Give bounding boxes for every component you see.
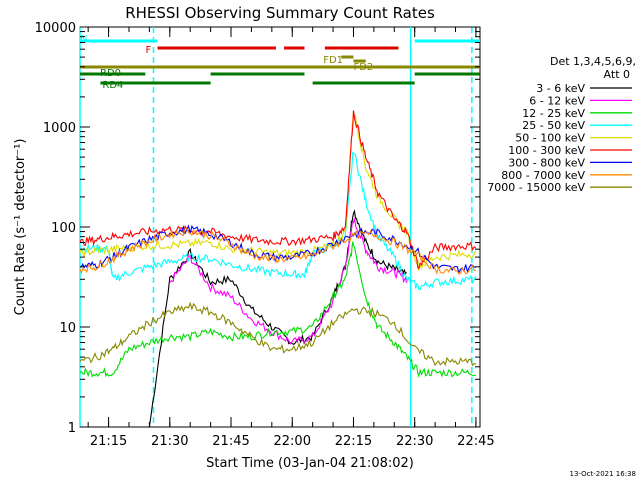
- x-tick-label-5: 22:30: [396, 434, 433, 449]
- y-tick-label-2: 100: [51, 221, 76, 236]
- series-line-1: [169, 218, 408, 345]
- x-tick-label-6: 22:45: [457, 434, 494, 449]
- annotation-label-fd1: FD1: [323, 55, 343, 66]
- plot-frame: [79, 26, 481, 428]
- annotation-label-rd4: RD4: [102, 80, 123, 91]
- series-lines: [79, 110, 477, 428]
- x-tick-label-4: 22:15: [335, 434, 372, 449]
- legend-label-1: 6 - 12 keV: [529, 94, 585, 107]
- legend-label-4: 50 - 100 keV: [515, 132, 585, 145]
- chart-title: RHESSI Observing Summary Count Rates: [125, 4, 435, 22]
- legend-label-5: 100 - 300 keV: [508, 144, 585, 157]
- series-line-2: [79, 241, 477, 379]
- legend-label-2: 12 - 25 keV: [522, 107, 585, 120]
- y-axis-label: Count Rate (s⁻¹ detector⁻¹): [13, 139, 28, 316]
- annotation-bars: NFFD1FD2RD0RD4: [80, 34, 480, 91]
- vertical-markers: [79, 27, 473, 427]
- axes: 21:15 21:30 21:45 22:00 22:15 22:30 22:45 1 10 10…: [35, 21, 495, 449]
- legend-header: Det 1,3,4,5,6,9,: [550, 55, 636, 68]
- annotation-label-n: N: [80, 34, 87, 45]
- legend-label-0: 3 - 6 keV: [536, 82, 585, 95]
- y-tick-label-0: 1: [68, 421, 76, 436]
- y-tick-label-1: 10: [59, 321, 76, 336]
- series-line-3: [79, 151, 477, 291]
- series-line-0: [148, 209, 407, 428]
- legend-label-3: 25 - 50 keV: [522, 119, 585, 132]
- x-tick-label-1: 21:30: [151, 434, 188, 449]
- legend-attenuator: Att 0: [604, 68, 630, 81]
- series-line-5: [79, 110, 477, 270]
- x-tick-label-3: 22:00: [274, 434, 311, 449]
- x-tick-label-0: 21:15: [90, 434, 127, 449]
- y-tick-label-3: 1000: [43, 121, 76, 136]
- legend-label-6: 300 - 800 keV: [508, 156, 585, 169]
- legend-label-8: 7000 - 15000 keV: [487, 181, 585, 194]
- x-tick-label-2: 21:45: [212, 434, 249, 449]
- series-line-7: [79, 227, 476, 275]
- series-line-8: [79, 301, 477, 367]
- footer-timestamp: 13-Oct-2021 16:38: [570, 470, 636, 478]
- annotation-label-f: F: [146, 45, 152, 56]
- legend-label-7: 800 - 7000 keV: [501, 169, 585, 182]
- x-axis-label: Start Time (03-Jan-04 21:08:02): [206, 456, 414, 471]
- y-tick-label-4: 10000: [35, 21, 76, 36]
- annotation-label-rd0: RD0: [100, 68, 121, 79]
